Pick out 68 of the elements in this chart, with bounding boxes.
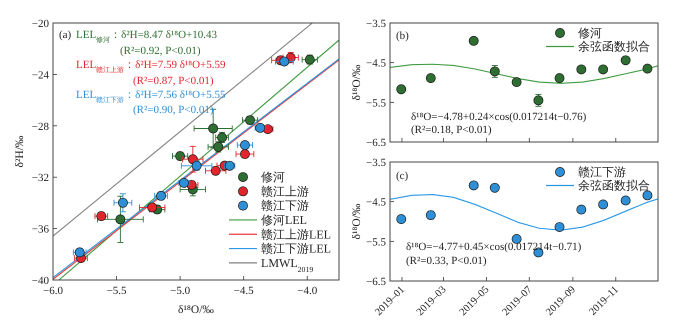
y-tick-label: −6.5 — [366, 276, 386, 288]
annotation: (c) — [396, 170, 409, 182]
point — [576, 204, 586, 215]
point — [396, 214, 406, 224]
legend-label: 赣江上游 — [261, 184, 309, 198]
point — [576, 64, 586, 74]
y-tick-label: −36 — [32, 224, 50, 236]
y-tick-label: −3.5 — [366, 18, 386, 30]
point — [554, 222, 564, 232]
legend-label: 赣江下游 — [261, 198, 309, 213]
point — [115, 214, 126, 224]
y-tick-label: −3.5 — [366, 157, 386, 169]
point — [598, 64, 608, 74]
point — [426, 73, 436, 84]
y-tick-label: −20 — [32, 18, 50, 30]
x-tick-label: −5.5 — [106, 285, 128, 297]
point — [642, 190, 652, 200]
annotation: (b) — [396, 30, 410, 42]
point — [468, 180, 479, 190]
annotation: LEL$_{修河}$：δ²H=8.47 δ¹⁸O+10.43 — [76, 29, 218, 44]
point — [240, 149, 250, 160]
legend-label: 赣江下游 — [578, 165, 626, 179]
annotation: LEL$_{赣江下游}$：δ²H=7.56 δ¹⁸O+5.55 — [76, 89, 226, 104]
point — [240, 140, 250, 150]
legend-label: 赣江下游LEL — [261, 242, 331, 256]
legend-label: 余弦函数拟合 — [578, 178, 650, 192]
y-tick-label: −28 — [32, 120, 50, 133]
point — [208, 124, 218, 134]
annotation: (R²=0.92, P<0.01) — [120, 45, 201, 57]
point — [642, 64, 652, 74]
annotation: LEL$_{赣江上游}$：δ²H=7.59 δ¹⁸O+5.59 — [76, 59, 226, 74]
x-tick-label: −4.5 — [234, 285, 254, 297]
y-tick-label: −4.5 — [366, 58, 386, 70]
y-axis-title: δ²H/‰ — [14, 135, 26, 168]
y-axis-title: δ¹⁸O/‰ — [351, 64, 363, 100]
annotation: δ¹⁸O=−4.78+0.24×cos(0.017214t−0.76) — [411, 111, 587, 123]
legend-label: 余弦函数拟合 — [578, 40, 650, 54]
y-tick-label: −6.5 — [366, 137, 386, 149]
point — [598, 199, 608, 210]
annotation: δ¹⁸O=−4.77+0.45×cos(0.017214t−0.71) — [406, 241, 582, 253]
point — [396, 84, 406, 94]
y-axis-title: δ¹⁸O/‰ — [351, 203, 363, 240]
annotation: (a) — [59, 29, 72, 41]
legend-label: LMWL$_{2019}$ — [261, 256, 314, 274]
point — [620, 55, 631, 66]
x-tick-label: −4.0 — [297, 285, 318, 297]
point — [468, 36, 479, 46]
y-tick-label: −5.5 — [366, 97, 386, 110]
x-tick-label: −5.0 — [170, 285, 191, 297]
y-tick-label: −32 — [32, 172, 49, 184]
y-tick-label: −40 — [32, 275, 50, 287]
y-tick-label: −24 — [32, 69, 50, 82]
annotation: (R²=0.18, P<0.01) — [411, 124, 492, 136]
legend-label: 修河 — [261, 170, 285, 184]
x-tick-label: −6.0 — [43, 285, 64, 297]
annotation: (R²=0.33, P<0.01) — [406, 255, 487, 267]
point — [512, 77, 522, 88]
legend-label: 修河LEL — [261, 212, 307, 227]
point — [554, 73, 564, 84]
point — [620, 196, 631, 206]
x-axis-title: δ¹⁸O/‰ — [178, 304, 214, 316]
line-series — [390, 194, 658, 231]
y-tick-label: −4.5 — [366, 196, 386, 209]
legend-label: 赣江上游LEL — [261, 227, 331, 242]
y-tick-label: −5.5 — [366, 236, 386, 248]
legend-label: 修河 — [578, 26, 602, 40]
annotation: (R²=0.87, P<0.01) — [133, 75, 214, 87]
point — [490, 182, 500, 193]
